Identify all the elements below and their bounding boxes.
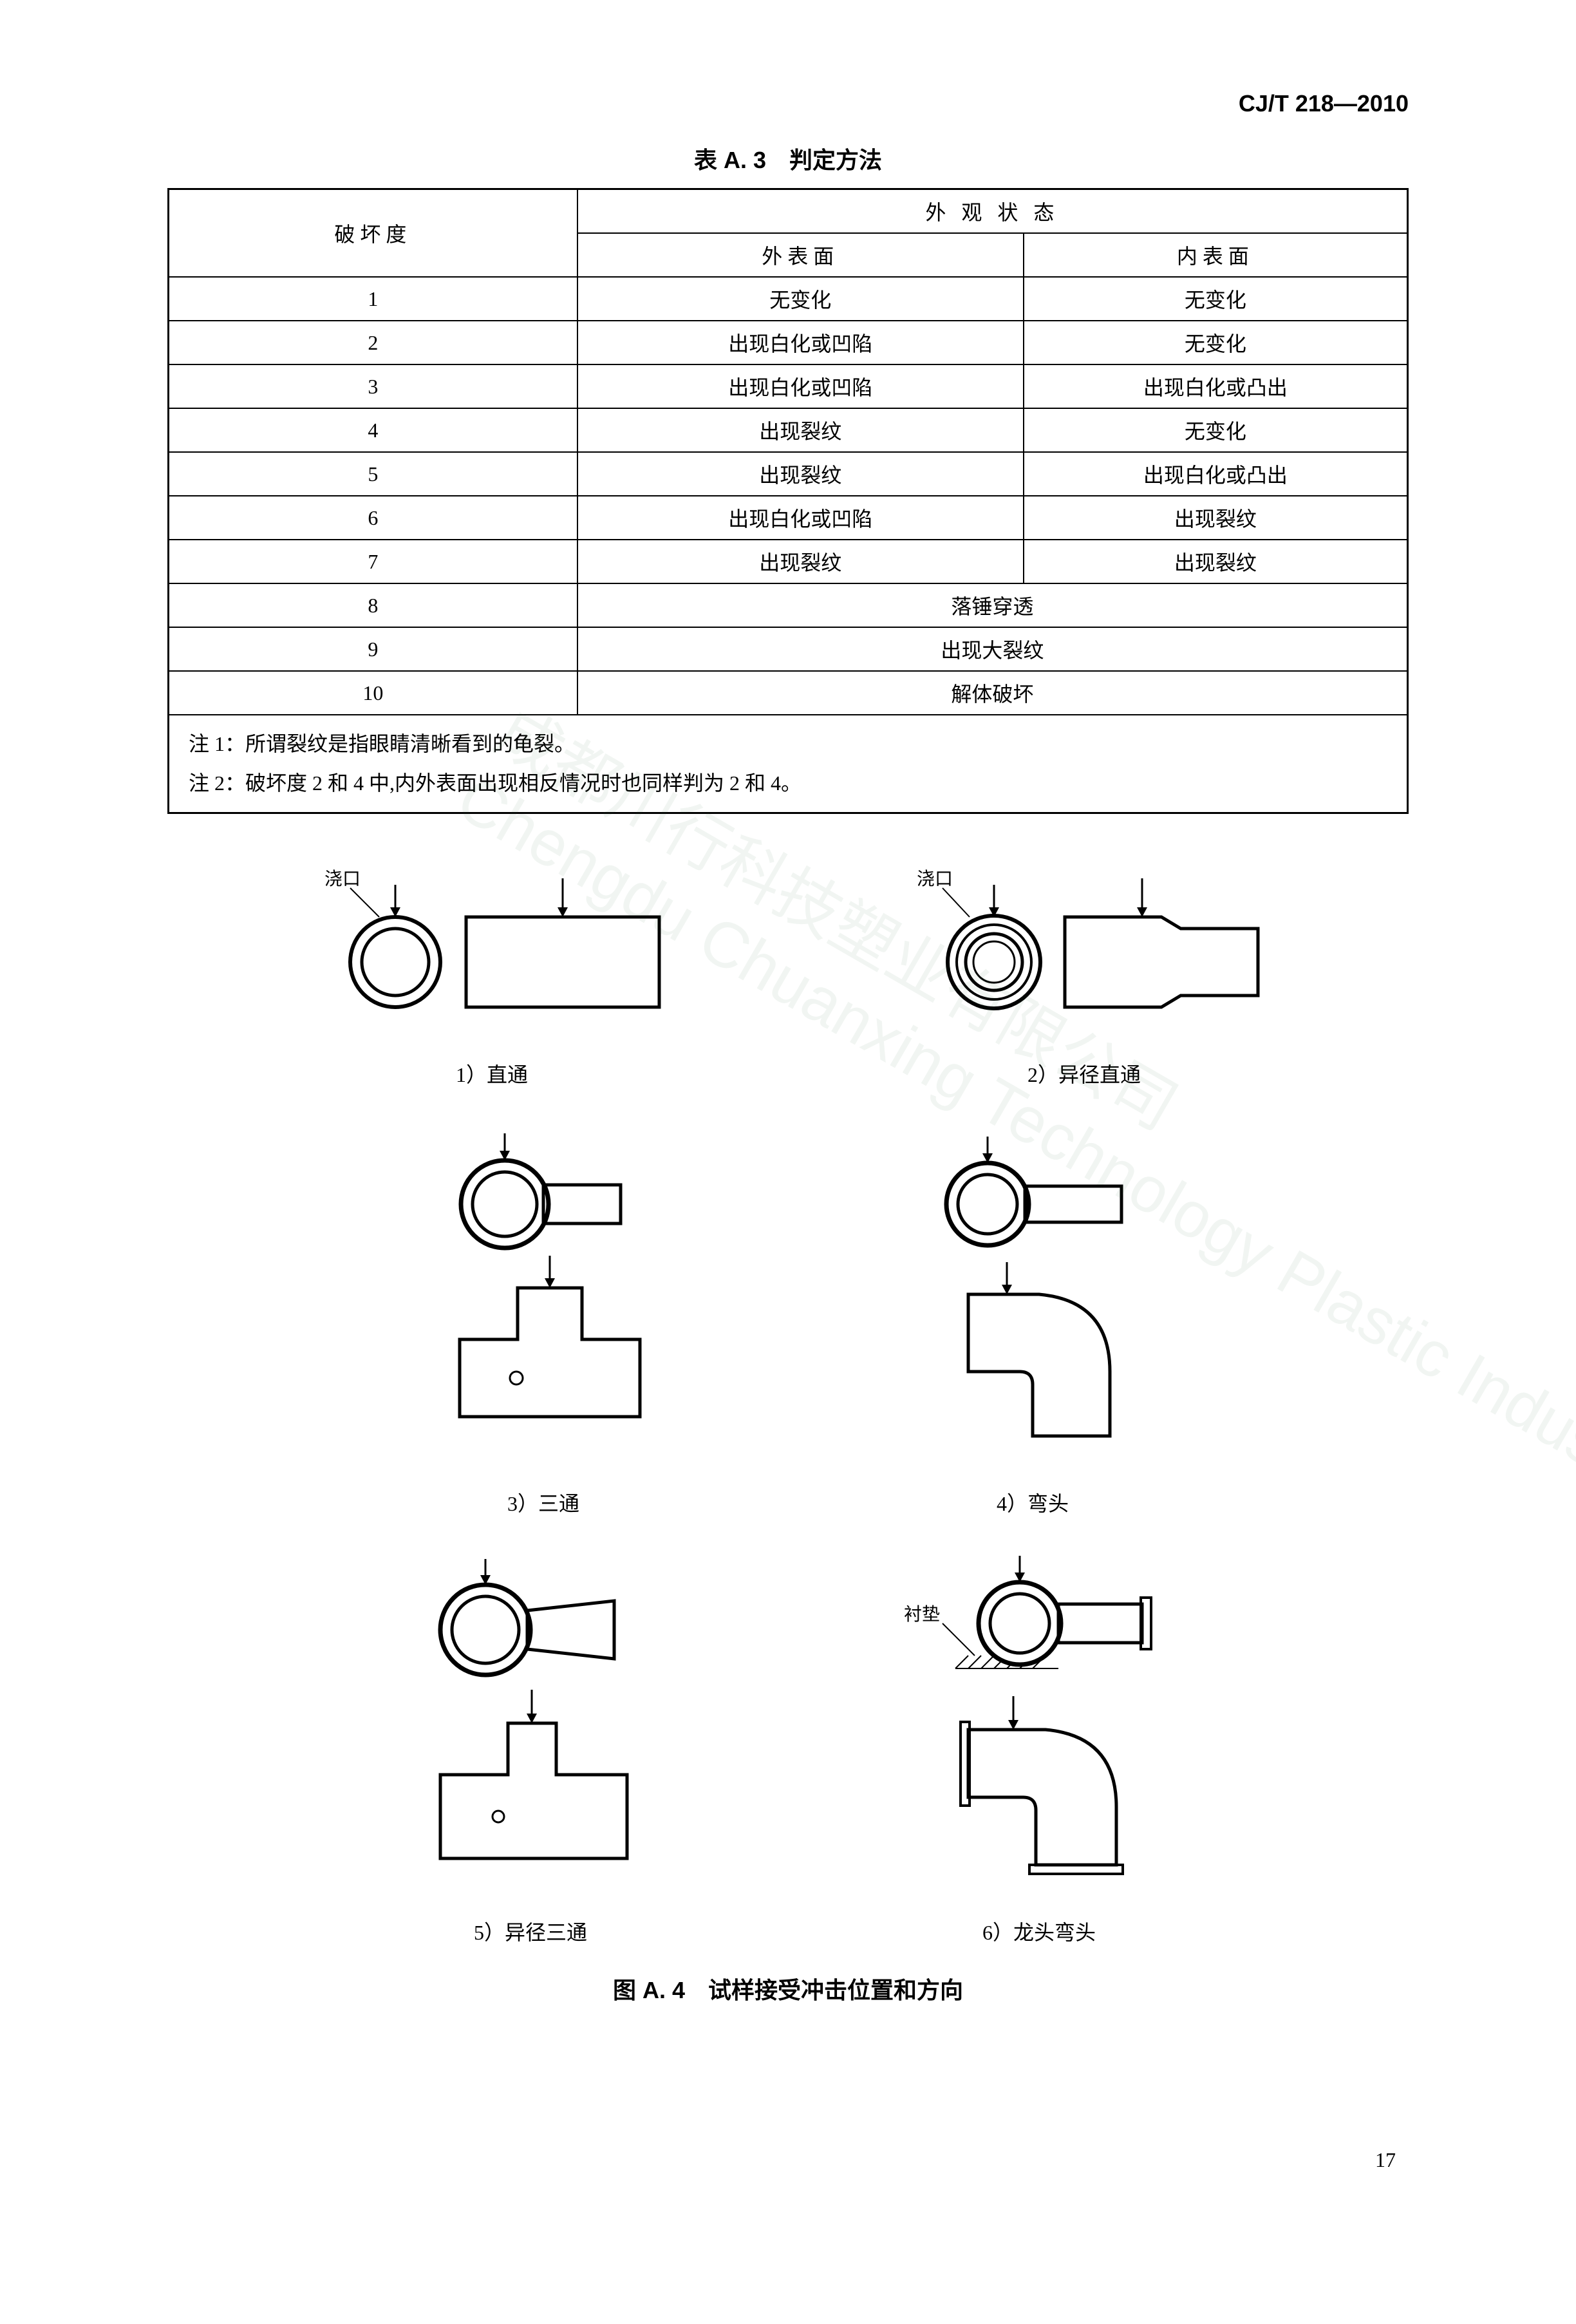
cell-inner: 无变化 [1024, 277, 1408, 321]
standard-code: CJ/T 218—2010 [1239, 90, 1409, 117]
table-title: 表 A. 3 判定方法 [167, 142, 1409, 175]
cell-inner: 无变化 [1024, 321, 1408, 364]
header-appearance: 外 观 状 态 [577, 189, 1408, 234]
table-notes: 注 1：所谓裂纹是指眼睛清晰看到的龟裂。注 2：破坏度 2 和 4 中,内外表面… [169, 715, 1408, 813]
subheader-inner: 内表面 [1024, 233, 1408, 277]
cell-outer: 出现白化或凹陷 [577, 321, 1024, 364]
diagram-elbow: 4）弯头 [897, 1114, 1168, 1517]
cell-level: 10 [169, 671, 577, 715]
page-number: 17 [1375, 2148, 1396, 2172]
header-level: 破坏度 [169, 189, 577, 278]
diagram-reducer-tee: 5）异径三通 [389, 1543, 672, 1946]
table-notes-row: 注 1：所谓裂纹是指眼睛清晰看到的龟裂。注 2：破坏度 2 和 4 中,内外表面… [169, 715, 1408, 813]
cell-inner: 出现白化或凸出 [1024, 364, 1408, 408]
cell-level: 3 [169, 364, 577, 408]
caption-3: 3）三通 [507, 1488, 579, 1517]
cell-span: 落锤穿透 [577, 583, 1408, 627]
cell-level: 1 [169, 277, 577, 321]
table-row: 10解体破坏 [169, 671, 1408, 715]
subheader-outer: 外表面 [577, 233, 1024, 277]
cell-inner: 出现白化或凸出 [1024, 452, 1408, 496]
liner-label: 衬垫 [904, 1604, 940, 1625]
cell-outer: 出现裂纹 [577, 408, 1024, 452]
cell-span: 出现大裂纹 [577, 627, 1408, 671]
diagram-straight: 浇口 1）直通 [305, 853, 679, 1088]
cell-outer: 出现白化或凹陷 [577, 364, 1024, 408]
table-row: 6出现白化或凹陷出现裂纹 [169, 496, 1408, 540]
caption-1: 1）直通 [456, 1059, 528, 1088]
page-container: CJ/T 218—2010 表 A. 3 判定方法 破坏度 外 观 状 态 外表… [0, 0, 1576, 2070]
criteria-table: 破坏度 外 观 状 态 外表面 内表面 1无变化无变化2出现白化或凹陷无变化3出… [167, 188, 1409, 814]
cell-inner: 出现裂纹 [1024, 496, 1408, 540]
table-row: 7出现裂纹出现裂纹 [169, 540, 1408, 583]
diagram-faucet-elbow: 衬垫 [891, 1543, 1187, 1946]
table-row: 9出现大裂纹 [169, 627, 1408, 671]
diagram-tee: 3）三通 [408, 1114, 679, 1517]
cell-level: 7 [169, 540, 577, 583]
caption-2: 2）异径直通 [1027, 1059, 1141, 1088]
caption-6: 6）龙头弯头 [982, 1916, 1096, 1946]
gate-label: 浇口 [324, 869, 361, 889]
cell-outer: 无变化 [577, 277, 1024, 321]
diagram-reducer-straight: 浇口 2）异径直通 [897, 853, 1271, 1088]
diagrams-area: 浇口 1）直通 浇口 [167, 853, 1409, 1946]
cell-level: 2 [169, 321, 577, 364]
cell-inner: 出现裂纹 [1024, 540, 1408, 583]
cell-span: 解体破坏 [577, 671, 1408, 715]
table-row: 4出现裂纹无变化 [169, 408, 1408, 452]
table-row: 3出现白化或凹陷出现白化或凸出 [169, 364, 1408, 408]
table-row: 2出现白化或凹陷无变化 [169, 321, 1408, 364]
caption-4: 4）弯头 [997, 1488, 1069, 1517]
cell-level: 6 [169, 496, 577, 540]
cell-inner: 无变化 [1024, 408, 1408, 452]
cell-outer: 出现裂纹 [577, 452, 1024, 496]
cell-level: 9 [169, 627, 577, 671]
caption-5: 5）异径三通 [474, 1916, 587, 1946]
table-row: 8落锤穿透 [169, 583, 1408, 627]
gate-label: 浇口 [917, 869, 953, 889]
cell-outer: 出现裂纹 [577, 540, 1024, 583]
table-row: 5出现裂纹出现白化或凸出 [169, 452, 1408, 496]
table-row: 1无变化无变化 [169, 277, 1408, 321]
cell-outer: 出现白化或凹陷 [577, 496, 1024, 540]
cell-level: 4 [169, 408, 577, 452]
figure-title: 图 A. 4 试样接受冲击位置和方向 [167, 1972, 1409, 2005]
cell-level: 5 [169, 452, 577, 496]
cell-level: 8 [169, 583, 577, 627]
